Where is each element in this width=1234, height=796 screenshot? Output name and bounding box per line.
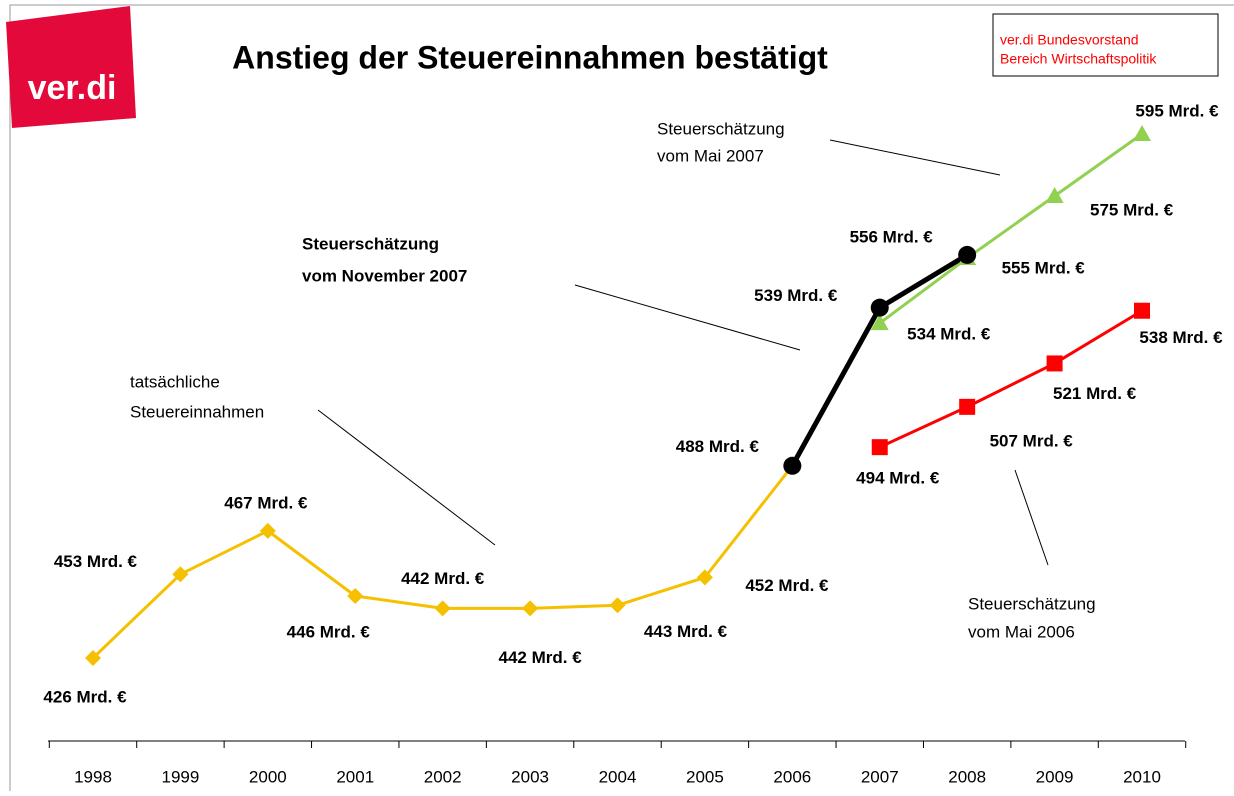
marker [870, 314, 889, 331]
x-tick-label: 2000 [249, 767, 287, 786]
chart-title: Anstieg der Steuereinnahmen bestätigt [232, 39, 828, 75]
frame [9, 4, 1234, 796]
leader-line [829, 139, 1001, 176]
annotation: vom November 2007 [302, 266, 467, 285]
x-tick-label: 2006 [773, 767, 811, 786]
data-label: 453 Mrd. € [54, 552, 138, 571]
annotation: Steuerschätzung [968, 594, 1096, 613]
marker [85, 650, 101, 666]
marker [522, 600, 539, 617]
annotation: Steuereinnahmen [130, 402, 264, 421]
annotation: tatsächliche [130, 372, 220, 391]
data-label: 507 Mrd. € [990, 431, 1074, 450]
series-line [878, 132, 1143, 325]
data-label: 539 Mrd. € [754, 286, 838, 305]
marker [783, 456, 802, 475]
annotation: Steuerschätzung [657, 119, 785, 138]
marker [696, 569, 713, 586]
x-tick-label: 2009 [1036, 767, 1074, 786]
leader-lines [317, 139, 1049, 566]
x-tick-label: 1998 [74, 767, 112, 786]
data-label: 494 Mrd. € [856, 469, 940, 488]
publisher-line: Bereich Wirtschaftspolitik [1000, 51, 1157, 67]
data-label: 452 Mrd. € [745, 576, 829, 595]
x-tick-label: 2007 [861, 767, 899, 786]
logo-text: ver.di [28, 69, 117, 107]
marker [871, 439, 888, 456]
annotation: Steuerschätzung [302, 234, 439, 253]
data-label: 442 Mrd. € [401, 569, 485, 588]
x-tick-label: 2008 [948, 767, 986, 786]
x-tick-label: 1999 [162, 767, 200, 786]
data-label: 555 Mrd. € [1002, 259, 1086, 278]
leader-line [317, 409, 496, 546]
marker [1046, 355, 1063, 372]
annotation: vom Mai 2007 [657, 146, 764, 165]
marker [958, 245, 977, 264]
x-tick-label: 2005 [686, 767, 724, 786]
x-tick-label: 2010 [1123, 767, 1161, 786]
marker [1133, 125, 1151, 141]
data-label: 467 Mrd. € [224, 493, 308, 512]
marker [259, 522, 276, 539]
x-tick-label: 2001 [336, 767, 374, 786]
data-label: 446 Mrd. € [287, 622, 371, 641]
data-label: 521 Mrd. € [1053, 384, 1137, 403]
marker [959, 398, 976, 415]
series-line [879, 309, 1143, 449]
logo-shape [6, 6, 136, 128]
marker [434, 600, 451, 617]
data-label: 443 Mrd. € [644, 622, 728, 641]
publisher-line: ver.di Bundesvorstand [1000, 32, 1139, 48]
data-label: 595 Mrd. € [1135, 101, 1219, 120]
marker [347, 587, 364, 604]
marker [609, 597, 626, 614]
data-label: 442 Mrd. € [499, 648, 583, 667]
leader-line [574, 284, 801, 351]
x-tick-label: 2002 [424, 767, 462, 786]
data-label: 538 Mrd. € [1139, 328, 1223, 347]
marker [172, 566, 189, 583]
x-tick-label: 2004 [599, 767, 637, 786]
x-tick-label: 2003 [511, 767, 549, 786]
data-label: 534 Mrd. € [907, 325, 991, 344]
data-label: 556 Mrd. € [850, 227, 934, 246]
annotation: vom Mai 2006 [968, 622, 1075, 641]
leader-line [1014, 469, 1049, 566]
data-label: 426 Mrd. € [43, 687, 127, 706]
marker [1045, 187, 1064, 204]
marker [870, 298, 889, 317]
data-label: 575 Mrd. € [1090, 200, 1174, 219]
marker [1134, 302, 1150, 319]
publisher-box [992, 13, 1219, 77]
data-label: 488 Mrd. € [676, 437, 760, 456]
